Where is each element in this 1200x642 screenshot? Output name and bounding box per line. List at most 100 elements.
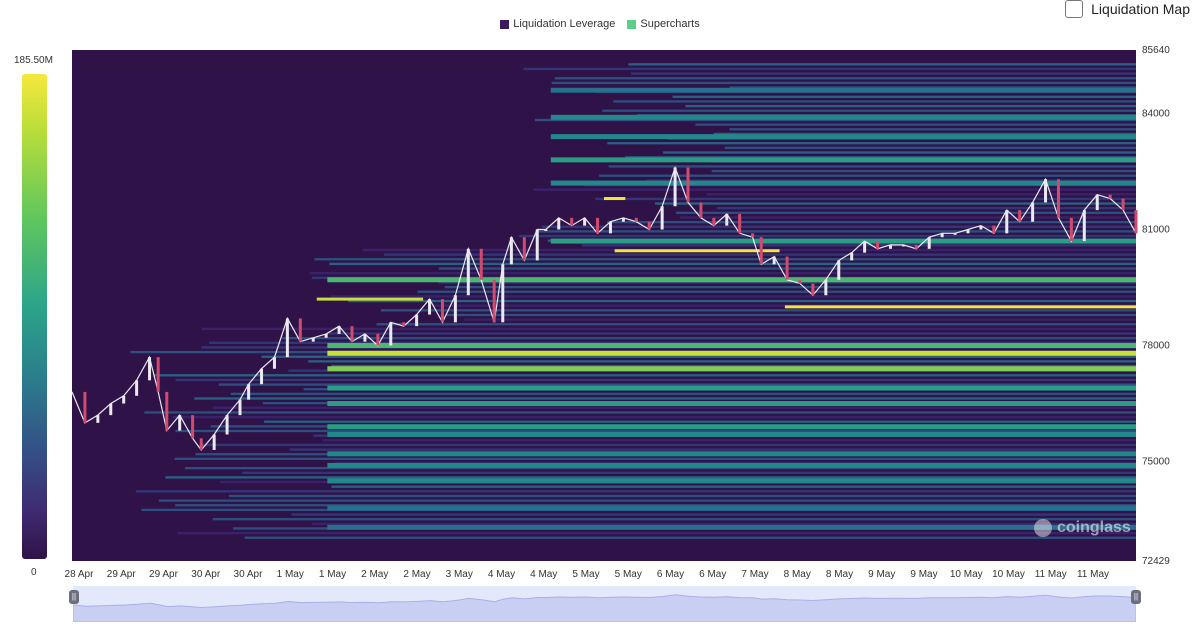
legend-label-supercharts: Supercharts	[640, 18, 700, 30]
liquidation-stripe	[194, 397, 1136, 400]
liquidation-stripe	[201, 327, 1136, 331]
x-tick-label: 4 May	[488, 569, 515, 580]
y-axis: 85640 84000 81000 78000 75000 72429	[1142, 45, 1170, 567]
liquidation-band	[550, 134, 1136, 140]
price-candle	[389, 322, 393, 346]
y-tick-label: 81000	[1142, 224, 1170, 235]
liquidation-stripe	[330, 295, 1136, 298]
price-candle	[260, 368, 264, 385]
price-candle	[1134, 210, 1138, 234]
x-tick-label: 10 May	[992, 569, 1025, 580]
price-candle	[285, 318, 289, 358]
price-candle	[850, 252, 854, 261]
liquidation-stripe	[158, 499, 1136, 502]
liquidation-band	[327, 524, 1136, 530]
price-candle	[324, 333, 328, 338]
liquidation-stripe	[309, 272, 1137, 275]
liquidation-stripe	[184, 466, 1136, 470]
liquidation-stripe	[218, 383, 1137, 386]
navigator-left-handle[interactable]: ||	[69, 590, 79, 604]
liquidation-stripe	[175, 504, 1136, 507]
liquidation-band	[604, 197, 626, 201]
liquidation-stripe	[264, 420, 1136, 423]
price-candle	[634, 217, 638, 222]
price-candle	[501, 264, 505, 323]
x-tick-label: 30 Apr	[191, 569, 221, 580]
price-candle	[901, 244, 905, 247]
colorbar-min-label: 0	[31, 567, 37, 578]
liquidation-stripe	[685, 104, 1136, 108]
legend-item-liquidation-leverage[interactable]: Liquidation Leverage	[500, 18, 615, 30]
price-candle	[466, 248, 470, 296]
price-candle	[557, 217, 561, 230]
checkbox-icon[interactable]	[1065, 0, 1084, 18]
price-candle	[191, 415, 195, 439]
price-series	[71, 165, 1138, 451]
liquidation-band	[784, 305, 1136, 309]
x-tick-label: 29 Apr	[149, 569, 179, 580]
price-candle	[824, 279, 828, 296]
price-candle	[148, 357, 152, 381]
price-candle	[940, 233, 944, 238]
liquidation-band	[327, 431, 1136, 437]
y-tick-label: 75000	[1142, 457, 1170, 468]
navigator-minichart	[72, 594, 1137, 623]
price-candle	[979, 225, 983, 230]
price-candle	[621, 217, 625, 222]
liquidation-stripe	[613, 100, 1136, 103]
legend-item-supercharts[interactable]: Supercharts	[627, 18, 700, 30]
price-candle	[608, 221, 612, 234]
liquidation-bands	[130, 63, 1137, 539]
price-candle	[888, 244, 892, 249]
liquidation-stripe	[533, 188, 1136, 191]
liquidation-stripe	[646, 179, 1136, 182]
price-candle	[415, 314, 419, 327]
liquidation-stripe	[676, 211, 1136, 215]
price-candle	[479, 248, 483, 280]
coinglass-watermark: coinglass	[1034, 519, 1131, 537]
liquidation-stripe	[329, 262, 1136, 266]
liquidation-stripe	[165, 476, 1137, 479]
liquidation-stripe	[551, 81, 1136, 85]
liquidation-stripe	[261, 355, 1136, 358]
liquidation-map-toggle[interactable]: Liquidation Map	[1065, 0, 1190, 18]
liquidation-stripe	[376, 323, 1136, 326]
legend: Liquidation Leverage Supercharts	[0, 18, 1200, 30]
liquidation-stripe	[542, 225, 1136, 228]
price-candle	[647, 221, 651, 230]
legend-label-liquidation-leverage: Liquidation Leverage	[513, 18, 616, 30]
price-candle	[876, 241, 880, 249]
liquidation-stripe	[432, 304, 1136, 307]
liquidation-stripe	[282, 337, 1136, 340]
liquidation-heatmap-chart[interactable]: 85640 84000 81000 78000 75000 72429 28 Apr 29 …	[0, 0, 1200, 586]
price-candle	[428, 299, 432, 315]
x-tick-label: 11 May	[1035, 569, 1067, 580]
liquidation-stripe	[711, 169, 1136, 173]
liquidation-band	[316, 297, 424, 301]
x-tick-label: 2 May	[361, 569, 388, 580]
liquidation-stripe	[380, 309, 1136, 312]
liquidation-band	[327, 424, 1136, 430]
price-candle	[1121, 198, 1125, 211]
x-tick-label: 9 May	[910, 569, 937, 580]
liquidation-stripe	[444, 285, 1136, 289]
liquidation-map-label: Liquidation Map	[1091, 1, 1190, 17]
liquidation-stripe	[607, 142, 1136, 145]
liquidation-band	[327, 401, 1136, 407]
liquidation-stripe	[706, 193, 1136, 196]
range-navigator[interactable]	[72, 586, 1137, 623]
navigator-right-handle[interactable]: ||	[1131, 590, 1141, 604]
liquidation-stripe	[348, 299, 1136, 303]
price-candle	[298, 318, 302, 342]
price-candle	[1108, 194, 1112, 199]
liquidation-stripe	[628, 63, 1136, 66]
price-candle	[96, 415, 100, 423]
x-tick-label: 1 May	[277, 569, 304, 580]
liquidation-stripe	[716, 207, 1136, 210]
liquidation-stripe	[534, 118, 1136, 122]
liquidation-stripe	[289, 448, 1137, 451]
price-candle	[751, 233, 755, 238]
x-tick-label: 5 May	[615, 569, 642, 580]
price-candle	[1005, 210, 1009, 234]
price-candle	[492, 279, 496, 323]
